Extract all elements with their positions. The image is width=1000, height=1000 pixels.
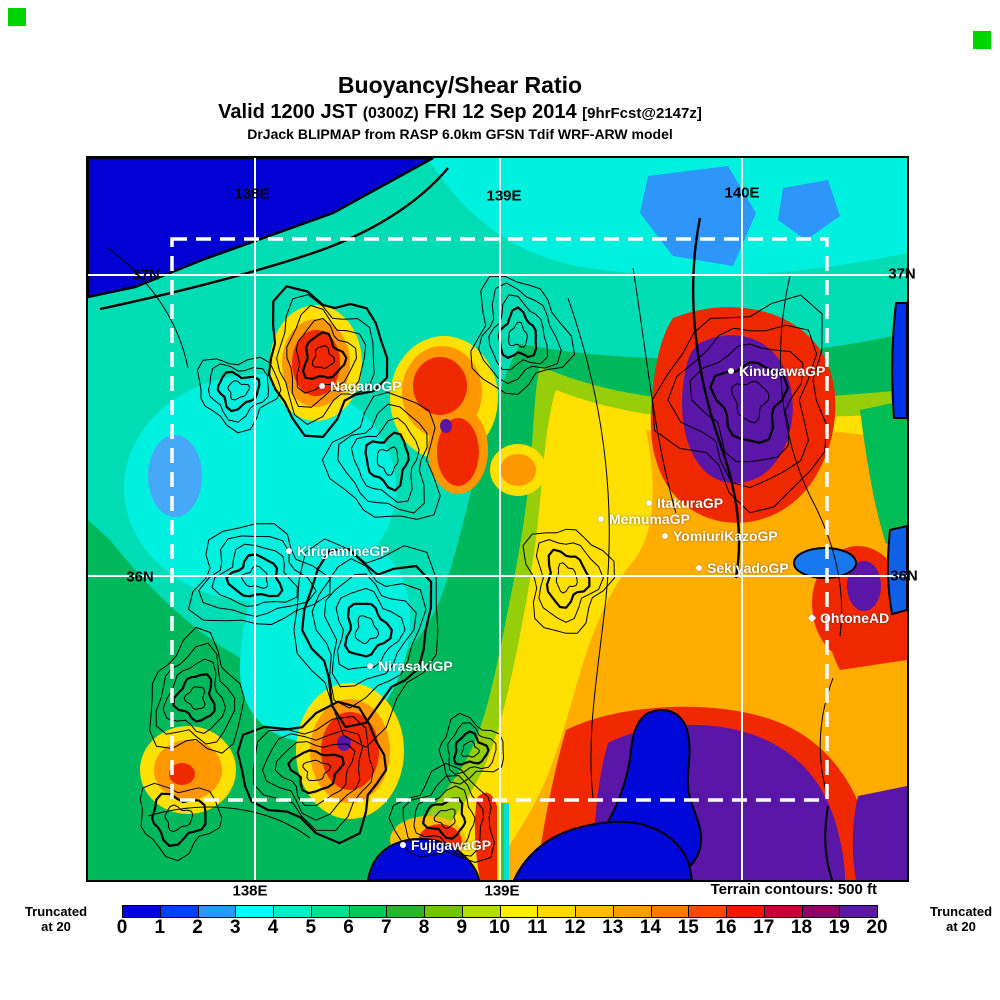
colorbar-segment [726, 906, 764, 917]
valid-date: FRI 12 Sep 2014 [424, 101, 577, 123]
truncated-text: Truncated [24, 904, 88, 919]
colorbar-tick: 1 [154, 917, 166, 938]
terrain-contours-note: Terrain contours: 500 ft [710, 881, 877, 898]
colorbar-segment [123, 906, 160, 917]
colorbar-tick: 7 [380, 917, 392, 938]
corner-marker-top-left [8, 8, 26, 26]
axis-label-138e: 138E [232, 882, 268, 900]
truncated-text: at 20 [41, 919, 71, 935]
colorbar-tick: 9 [456, 917, 468, 938]
colorbar [122, 905, 878, 918]
page-title: Buoyancy/Shear Ratio [337, 72, 583, 98]
model-line: DrJack BLIPMAP from RASP 6.0km GFSN Tdif… [247, 126, 673, 142]
valid-time: Valid 1200 JST [218, 101, 358, 123]
colorbar-segment [310, 906, 349, 917]
colorbar-ticks: 0 1 2 3 4 5 6 7 8 9 10 11 12 13 14 15 16 17 18 19 20 [117, 917, 888, 939]
colorbar-segment [424, 906, 462, 917]
colorbar-segment [839, 906, 877, 917]
colorbar-tick: 12 [564, 917, 586, 938]
colorbar-tick: 16 [715, 917, 737, 938]
colorbar-tick: 13 [602, 917, 624, 938]
colorbar-tick: 6 [343, 917, 354, 938]
coastline-extras [99, 167, 833, 880]
colorbar-tick: 8 [418, 917, 430, 938]
colorbar-tick: 17 [753, 917, 775, 938]
truncated-right-note: Truncated at 20 [916, 904, 1000, 935]
colorbar-segment [197, 906, 236, 917]
valid-zulu: (0300Z) [362, 105, 419, 122]
map-area: 138E 139E 140E 37N 37N 36N 36N NaganoGP Kinugawa… [86, 156, 918, 882]
truncated-text: Truncated [929, 904, 993, 919]
colorbar-segment [499, 906, 538, 917]
colorbar-segment [461, 906, 500, 917]
forecast-tag: [9hrFcst@2147z] [582, 105, 702, 122]
colorbar-tick: 0 [116, 917, 128, 938]
colorbar-tick: 3 [229, 917, 241, 938]
colorbar-segment [612, 906, 651, 917]
colorbar-tick: 11 [527, 917, 548, 938]
colorbar-tick: 18 [790, 917, 813, 938]
colorbar-tick: 19 [828, 917, 850, 938]
colorbar-segment [763, 906, 802, 917]
domain-box [170, 237, 829, 802]
truncated-left-note: Truncated at 20 [11, 904, 101, 935]
terrain-contours [107, 217, 843, 863]
colorbar-tick: 2 [192, 917, 203, 938]
colorbar-tick: 4 [267, 917, 279, 938]
colorbar-segment [650, 906, 689, 917]
colorbar-tick: 10 [488, 917, 511, 938]
colorbar-segment [801, 906, 840, 917]
corner-marker-top-right [973, 31, 991, 49]
graticule [88, 158, 907, 880]
colorbar-segment [159, 906, 198, 917]
colorbar-segment [235, 906, 273, 917]
axis-label-139e: 139E [484, 882, 520, 900]
map-fill-regions [88, 158, 907, 880]
colorbar-tick: 14 [639, 917, 662, 938]
colorbar-segment [537, 906, 575, 917]
colorbar-tick: 15 [677, 917, 699, 938]
colorbar-segment [386, 906, 424, 917]
colorbar-segment [273, 906, 311, 917]
header: Buoyancy/Shear Ratio Valid 1200 JST (030… [0, 72, 920, 142]
valid-line: Valid 1200 JST (0300Z) FRI 12 Sep 2014 [… [0, 101, 920, 124]
map-canvas [88, 158, 907, 880]
colorbar-tick: 5 [305, 917, 317, 938]
colorbar-segment [348, 906, 387, 917]
colorbar-segment [575, 906, 613, 917]
truncated-text: at 20 [946, 919, 976, 935]
colorbar-tick: 20 [866, 917, 888, 938]
colorbar-segment [688, 906, 726, 917]
